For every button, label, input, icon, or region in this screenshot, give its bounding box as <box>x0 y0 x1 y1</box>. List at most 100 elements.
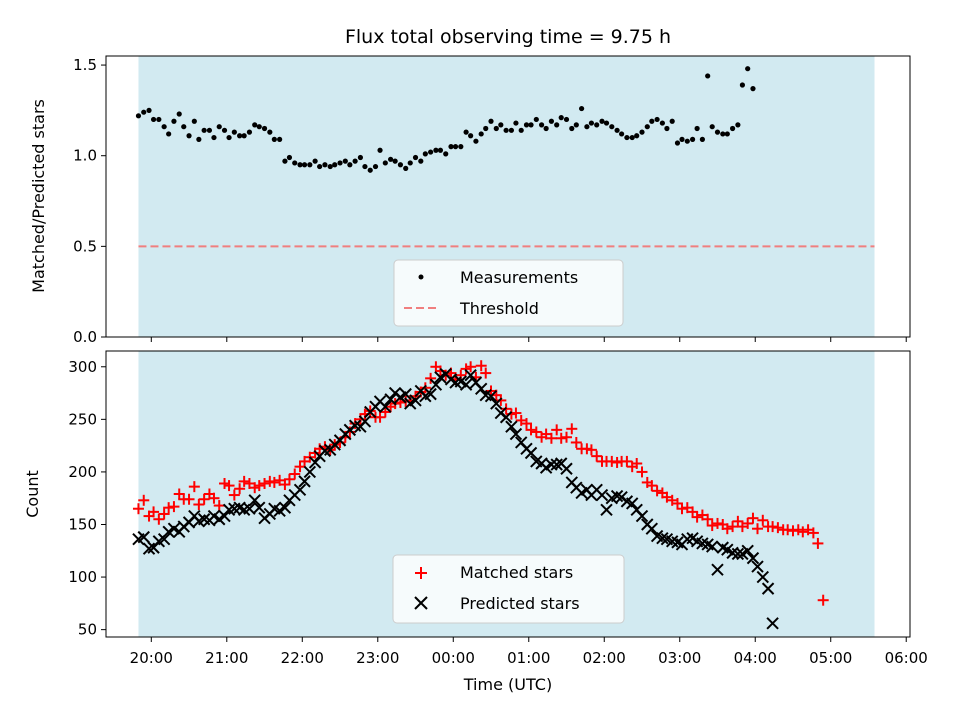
measurement-point <box>196 136 202 142</box>
measurement-point <box>277 136 283 142</box>
matched-star-point <box>711 517 723 529</box>
ratio-y-ticks: 0.0 0.5 1.0 1.5 <box>73 56 106 346</box>
predicted-star-point <box>499 411 513 424</box>
measurement-point <box>347 162 353 168</box>
predicted-star-point <box>625 497 639 510</box>
matched-star-point <box>530 426 542 438</box>
matched-star-point <box>772 522 784 534</box>
predicted-star-point <box>741 544 754 557</box>
measurement-point <box>452 144 459 150</box>
measurement-point <box>639 129 645 135</box>
measurement-point <box>518 127 524 133</box>
count-legend: Matched stars Predicted stars <box>392 554 625 624</box>
measurement-point <box>548 118 555 124</box>
matched-star-point <box>268 476 280 488</box>
measurement-point <box>478 131 484 137</box>
matched-star-point <box>379 406 391 418</box>
count-y-tick-label: 100 <box>68 568 97 586</box>
measurement-point <box>156 116 162 123</box>
matched-star-point <box>807 527 819 539</box>
predicted-star-point <box>550 458 563 471</box>
predicted-star-point <box>137 530 150 544</box>
predicted-star-point <box>303 465 317 479</box>
measurement-point <box>297 162 303 168</box>
measurement-point <box>699 136 705 142</box>
measurement-point <box>171 118 177 124</box>
matched-star-point <box>234 483 246 495</box>
predicted-star-point <box>474 382 488 396</box>
predicted-star-point <box>545 458 558 471</box>
matched-star-point <box>691 511 703 523</box>
measurement-point <box>407 160 413 166</box>
x-tick-label: 01:00 <box>507 649 550 667</box>
measurement-point <box>337 160 343 166</box>
measurement-point <box>503 127 509 133</box>
count-y-tick-label: 200 <box>68 463 97 481</box>
measurement-point <box>569 125 575 132</box>
measurement-point <box>357 154 364 161</box>
predicted-legend-label: Predicted stars <box>460 594 580 613</box>
matched-star-point <box>585 444 597 456</box>
measurement-point <box>161 124 167 130</box>
measurement-point <box>468 133 474 139</box>
predicted-star-point <box>384 393 397 406</box>
matched-star-point <box>545 432 557 444</box>
measurement-point <box>599 118 605 124</box>
measurement-point <box>342 158 348 164</box>
ratio-panel: 0.0 0.5 1.0 1.5 Matched/Predicted stars Mea… <box>29 55 911 346</box>
measurement-point <box>619 131 625 137</box>
measurement-point <box>246 129 253 135</box>
matched-star-point <box>752 523 764 535</box>
predicted-star-point <box>645 522 659 535</box>
predicted-star-point <box>248 494 261 507</box>
measurement-point <box>372 163 379 170</box>
matched-star-point <box>706 520 718 532</box>
x-tick-label: 04:00 <box>734 649 777 667</box>
measurement-point <box>282 158 288 164</box>
matched-star-point <box>132 503 144 515</box>
matched-star-point <box>148 506 160 518</box>
matched-star-point <box>727 521 739 533</box>
measurement-point <box>301 162 308 168</box>
x-tick-label: 22:00 <box>281 649 324 667</box>
matched-star-point <box>283 473 295 485</box>
matched-star-point <box>787 525 799 537</box>
matched-star-point <box>631 458 643 470</box>
measurement-point <box>488 118 494 124</box>
x-tick-label: 03:00 <box>658 649 701 667</box>
matched-stars-points <box>132 360 829 606</box>
measurement-point <box>166 131 172 137</box>
matched-star-point <box>158 508 170 520</box>
matched-star-point <box>747 512 759 524</box>
matched-star-point <box>676 503 688 515</box>
measurement-point <box>377 147 383 153</box>
matched-star-point <box>193 499 205 511</box>
matched-star-point <box>520 418 532 430</box>
measurement-point <box>624 134 630 141</box>
threshold-legend-label: Threshold <box>459 299 539 318</box>
measurement-point <box>332 162 338 168</box>
measurement-point <box>543 125 549 132</box>
measurement-point <box>694 125 700 132</box>
measurement-point <box>674 140 681 146</box>
measurement-point <box>433 147 439 153</box>
matched-star-point <box>570 436 582 448</box>
measurement-point <box>649 118 655 124</box>
matched-star-point <box>510 407 522 419</box>
matched-star-point <box>555 432 567 444</box>
predicted-star-point <box>560 462 573 475</box>
measurement-point <box>437 147 444 153</box>
ratio-legend: Measurements Threshold <box>393 259 624 327</box>
measurement-point <box>271 136 277 142</box>
predicted-star-point <box>490 397 503 410</box>
measurement-point <box>150 116 157 123</box>
measurement-point <box>367 167 373 173</box>
matched-star-point <box>721 523 733 535</box>
measurement-point <box>659 120 665 126</box>
matched-star-point <box>702 513 714 525</box>
predicted-star-point <box>142 542 156 555</box>
predicted-legend-marker <box>414 596 428 610</box>
predicted-star-point <box>595 488 609 502</box>
measurement-point <box>644 124 650 130</box>
measurement-point <box>428 149 434 155</box>
